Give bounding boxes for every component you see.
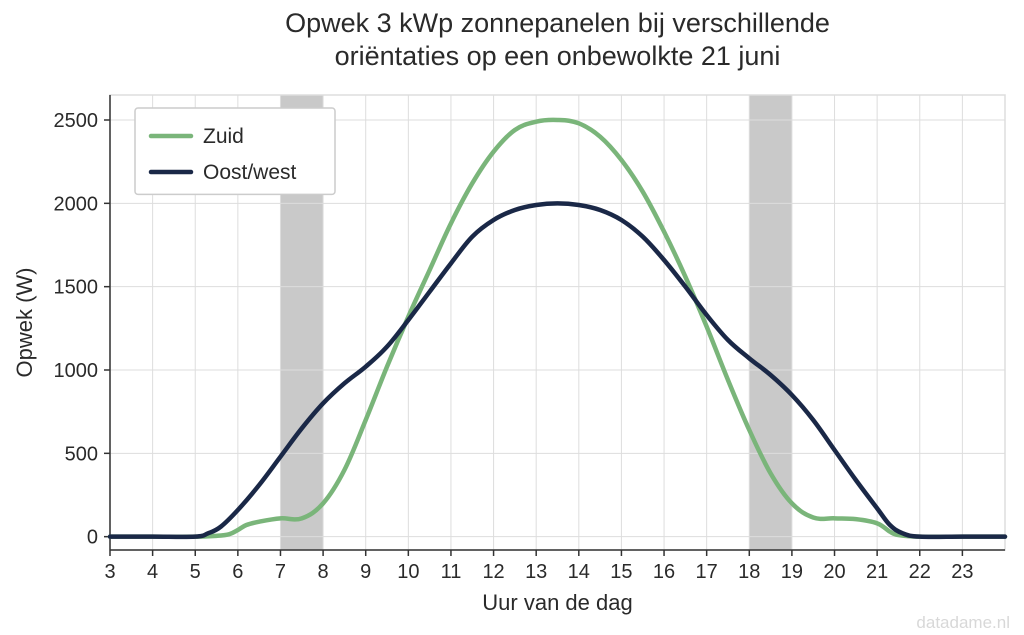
shaded-band <box>749 95 792 550</box>
x-tick-label: 15 <box>610 561 632 583</box>
x-tick-label: 19 <box>781 561 803 583</box>
y-tick-label: 2500 <box>54 110 99 132</box>
x-tick-label: 23 <box>951 561 973 583</box>
x-tick-label: 16 <box>653 561 675 583</box>
x-tick-label: 22 <box>909 561 931 583</box>
x-tick-label: 20 <box>823 561 845 583</box>
x-tick-label: 3 <box>104 561 115 583</box>
y-tick-label: 1500 <box>54 277 99 299</box>
x-tick-label: 14 <box>568 561 590 583</box>
y-tick-label: 1000 <box>54 360 99 382</box>
x-tick-label: 7 <box>275 561 286 583</box>
x-tick-label: 21 <box>866 561 888 583</box>
watermark: datadame.nl <box>916 613 1010 632</box>
x-tick-label: 6 <box>232 561 243 583</box>
x-tick-label: 18 <box>738 561 760 583</box>
legend-label: Oost/west <box>203 161 297 184</box>
legend-label: Zuid <box>203 125 244 148</box>
solar-yield-chart: 3 4 5 6 7 8 9 10 11 12 13 14 15 16 17 18 19 20 21 22 23 0 500 1… <box>0 0 1024 635</box>
x-tick-label: 17 <box>696 561 718 583</box>
x-tick-label: 13 <box>525 561 547 583</box>
x-tick-label: 9 <box>360 561 371 583</box>
y-tick-label: 500 <box>65 443 98 465</box>
chart-title-line1: Opwek 3 kWp zonnepanelen bij verschillen… <box>285 8 830 38</box>
y-tick-label: 2000 <box>54 193 99 215</box>
chart-title-line2: oriëntaties op een onbewolkte 21 juni <box>335 41 781 71</box>
x-tick-label: 8 <box>318 561 329 583</box>
y-tick-label: 0 <box>87 527 98 549</box>
y-axis-label: Opwek (W) <box>12 268 37 378</box>
x-tick-label: 10 <box>397 561 419 583</box>
x-axis-label: Uur van de dag <box>482 590 632 615</box>
x-tick-label: 5 <box>190 561 201 583</box>
x-tick-label: 11 <box>441 561 462 583</box>
x-tick-label: 12 <box>482 561 504 583</box>
x-tick-label: 4 <box>147 561 158 583</box>
chart-svg: 3 4 5 6 7 8 9 10 11 12 13 14 15 16 17 18 19 20 21 22 23 0 500 1… <box>0 0 1024 635</box>
